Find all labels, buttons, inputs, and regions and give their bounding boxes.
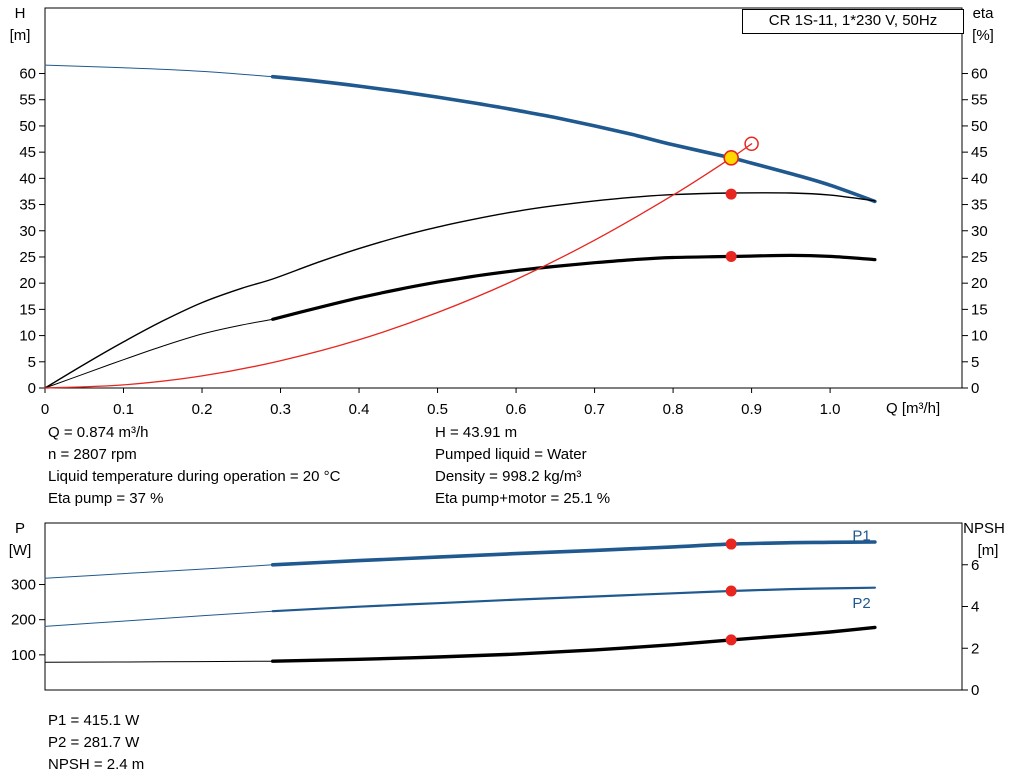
x-tick-label: 0.7 [584, 401, 605, 418]
x-tick-label: 0.4 [349, 401, 370, 418]
power-axis-label: P [14, 520, 25, 537]
power-axis-unit: [W] [8, 542, 32, 559]
annot-pumped-liquid: Pumped liquid = Water [435, 446, 587, 463]
power-npsh-chart-frame [44, 522, 963, 691]
system-curve [44, 143, 753, 389]
x-tick-label: 0.3 [270, 401, 291, 418]
npsh-duty-dot [725, 634, 737, 646]
y-right-tick-label: 5 [971, 354, 979, 371]
y-left-tick-label: 40 [19, 170, 36, 187]
y-right-tick-label: 15 [971, 301, 988, 318]
p2-duty-dot [725, 585, 737, 597]
h-curve-low-flow [44, 64, 274, 78]
annot-liquid-temperature: Liquid temperature during operation = 20… [48, 468, 341, 485]
p1-curve-label: P1 [852, 527, 870, 544]
p1-duty-dot [725, 538, 737, 550]
y-right-tick-label: 0 [971, 380, 979, 397]
eta-pump-duty-dot [725, 188, 737, 200]
eta-axis-unit: [%] [972, 27, 994, 44]
y-left-tick-label: 30 [19, 223, 36, 240]
y-right-tick-label: 25 [971, 249, 988, 266]
annot-eta-pump-motor: Eta pump+motor = 25.1 % [435, 490, 611, 507]
y-left-tick-label: 200 [11, 612, 36, 629]
x-tick-label: 1.0 [820, 401, 841, 418]
eta-pump-motor-curve [271, 253, 877, 321]
x-tick-label: 0.5 [427, 401, 448, 418]
annot-p2: P2 = 281.7 W [48, 734, 140, 751]
pump-title-box: CR 1S-11, 1*230 V, 50Hz [742, 9, 964, 34]
p1-curve-low-flow [44, 564, 274, 579]
eta-axis-label: eta [972, 5, 994, 22]
y-right-tick-label: 40 [971, 170, 988, 187]
annot-npsh: NPSH = 2.4 m [48, 756, 145, 773]
p2-curve [271, 586, 876, 613]
y-right-tick-label: 55 [971, 92, 988, 109]
npsh-curve [271, 625, 877, 663]
power-info-column: P1 = 415.1 W P2 = 281.7 W NPSH = 2.4 m [48, 710, 144, 776]
y-right-tick-label: 30 [971, 223, 988, 240]
head-efficiency-chart-frame [44, 7, 963, 389]
annot-eta-pump: Eta pump = 37 % [48, 490, 164, 507]
npsh-axis-label: NPSH [963, 520, 1005, 537]
npsh-curve-low-flow [44, 660, 274, 663]
y-left-tick-label: 35 [19, 197, 36, 214]
y-right-tick-label: 45 [971, 144, 988, 161]
duty-info-left-column: Q = 0.874 m³/h n = 2807 rpm Liquid tempe… [48, 422, 340, 510]
duty-info-right-column: H = 43.91 m Pumped liquid = Water Densit… [435, 422, 610, 510]
y-left-tick-label: 55 [19, 92, 36, 109]
y-left-tick-label: 25 [19, 249, 36, 266]
eta-pump-motor-duty-dot [725, 250, 737, 262]
h-curve [270, 74, 877, 204]
eta-pump-curve [44, 192, 876, 389]
y-right-tick-label: 60 [971, 66, 988, 83]
annot-head: H = 43.91 m [435, 424, 518, 441]
npsh-axis-unit: [m] [977, 542, 999, 559]
y-left-tick-label: 15 [19, 301, 36, 318]
head-axis-label: H [14, 5, 26, 22]
x-tick-label: 0 [41, 401, 49, 418]
x-tick-label: 0.9 [741, 401, 762, 418]
y-right-tick-label: 0 [971, 682, 979, 699]
y-right-tick-label: 20 [971, 275, 988, 292]
x-tick-label: 0.6 [506, 401, 527, 418]
y-left-tick-label: 60 [19, 66, 36, 83]
p2-curve-label: P2 [852, 595, 870, 612]
y-left-tick-label: 100 [11, 647, 36, 664]
duty-point-marker[interactable] [723, 150, 739, 166]
annot-flow: Q = 0.874 m³/h [48, 424, 149, 441]
y-left-tick-label: 5 [28, 354, 36, 371]
x-tick-label: 0.2 [192, 401, 213, 418]
y-left-tick-label: 300 [11, 577, 36, 594]
p1-curve [270, 540, 877, 567]
rated-point-marker [744, 136, 759, 152]
x-tick-label: 0.8 [663, 401, 684, 418]
y-right-tick-label: 50 [971, 118, 988, 135]
x-tick-label: 0.1 [113, 401, 134, 418]
y-right-tick-label: 2 [971, 640, 979, 657]
y-left-tick-label: 45 [19, 144, 36, 161]
y-right-tick-label: 35 [971, 197, 988, 214]
y-right-tick-label: 10 [971, 328, 988, 345]
p2-curve-low-flow [44, 610, 274, 627]
annot-density: Density = 998.2 kg/m³ [435, 468, 582, 485]
y-right-tick-label: 4 [971, 599, 979, 616]
flow-axis-label: Q [m³/h] [886, 400, 941, 417]
annot-speed: n = 2807 rpm [48, 446, 137, 463]
y-left-tick-label: 10 [19, 328, 36, 345]
y-right-tick-label: 6 [971, 557, 979, 574]
y-left-tick-label: 20 [19, 275, 36, 292]
head-axis-unit: [m] [9, 27, 31, 44]
annot-p1: P1 = 415.1 W [48, 712, 140, 729]
eta-pump-motor-curve-low-flow [44, 318, 274, 389]
y-left-tick-label: 50 [19, 118, 36, 135]
y-left-tick-label: 0 [28, 380, 36, 397]
